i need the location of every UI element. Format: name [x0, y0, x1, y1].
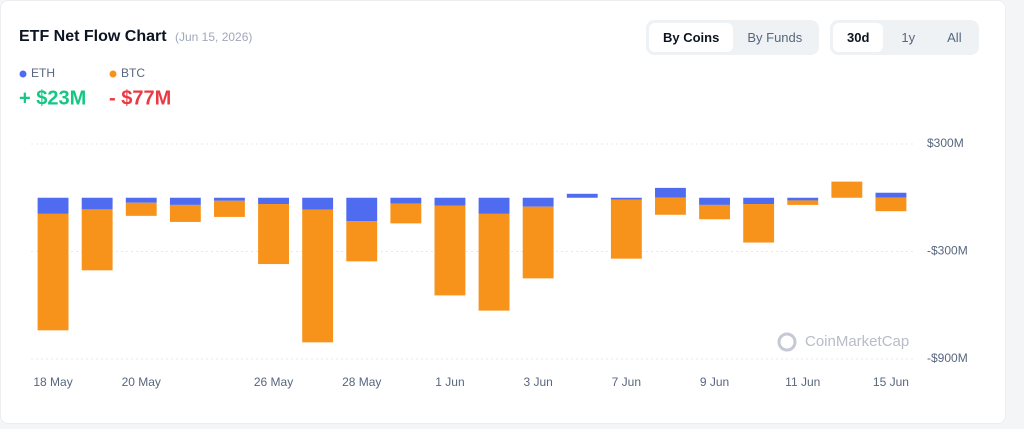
- range-tabs: 30d 1y All: [830, 20, 979, 55]
- bar: [743, 204, 775, 243]
- bar: [169, 197, 201, 205]
- tab[interactable]: By Funds: [747, 30, 803, 45]
- bar: [258, 204, 289, 265]
- bar: [787, 200, 819, 205]
- bar: [125, 197, 157, 203]
- chart: ETF Net Flow Chart (Jun 15, 2026) CoinMa…: [19, 28, 968, 389]
- x-tick-label: 15 Jun: [873, 375, 909, 389]
- x-tick-label: 7 Jun: [612, 375, 641, 389]
- bar: [522, 197, 554, 207]
- tab[interactable]: 30d: [833, 23, 884, 52]
- bar: [875, 197, 907, 212]
- bar: [169, 204, 201, 222]
- bar: [258, 197, 289, 205]
- view-tabs: By Coins By Funds: [646, 20, 820, 55]
- chart-date: (Jun 15, 2026): [175, 30, 252, 44]
- chart-title: ETF Net Flow Chart: [19, 28, 167, 45]
- bar: [831, 181, 863, 198]
- bar: [434, 197, 466, 206]
- bar: [610, 197, 642, 200]
- tab[interactable]: By Coins: [649, 23, 734, 52]
- legend-dot: [19, 70, 27, 78]
- bar: [346, 221, 378, 262]
- bar: [302, 209, 334, 343]
- x-tick-label: 18 May: [33, 375, 72, 389]
- bar: [37, 197, 69, 214]
- x-tick-label: 28 May: [342, 375, 381, 389]
- bar: [699, 204, 730, 220]
- bar: [522, 206, 554, 279]
- watermark: CoinMarketCap: [777, 332, 909, 352]
- bar: [566, 193, 598, 198]
- x-tick-label: 11 Jun: [785, 375, 820, 389]
- x-tick-label: 1 Jun: [435, 375, 464, 389]
- bar: [434, 205, 466, 296]
- bar: [302, 197, 334, 210]
- bar: [390, 203, 422, 224]
- y-tick-label: -$900M: [927, 351, 968, 365]
- y-tick-label: $300M: [927, 136, 964, 150]
- legend-label: ETH: [31, 66, 55, 80]
- bar: [699, 197, 730, 205]
- y-tick-label: -$300M: [927, 244, 968, 258]
- bar: [81, 209, 113, 271]
- x-tick-label: 26 May: [254, 375, 293, 389]
- bar: [875, 192, 907, 198]
- x-tick-label: 20 May: [122, 375, 161, 389]
- bar: [214, 200, 245, 217]
- bar: [478, 213, 510, 311]
- card: ETF Net Flow Chart (Jun 15, 2026) CoinMa…: [0, 0, 1006, 424]
- bar: [125, 202, 157, 216]
- bar: [743, 197, 775, 205]
- bar: [390, 197, 422, 204]
- bar: [655, 187, 686, 198]
- tab[interactable]: 1y: [901, 30, 916, 45]
- bar: [478, 197, 510, 214]
- legend-dot: [109, 70, 117, 78]
- bar: [37, 213, 69, 331]
- bar: [81, 197, 113, 210]
- bar: [610, 199, 642, 259]
- legend-total: + $23M: [19, 87, 86, 109]
- bar: [655, 197, 686, 215]
- tab[interactable]: All: [947, 30, 962, 45]
- legend-label: BTC: [121, 66, 145, 80]
- x-tick-label: 3 Jun: [523, 375, 552, 389]
- bar: [214, 197, 245, 201]
- watermark-logo: [777, 332, 797, 352]
- watermark-text: CoinMarketCap: [805, 333, 909, 350]
- x-tick-label: 9 Jun: [700, 375, 729, 389]
- bar: [787, 197, 819, 201]
- bar: [346, 197, 378, 222]
- legend-total: - $77M: [109, 87, 171, 109]
